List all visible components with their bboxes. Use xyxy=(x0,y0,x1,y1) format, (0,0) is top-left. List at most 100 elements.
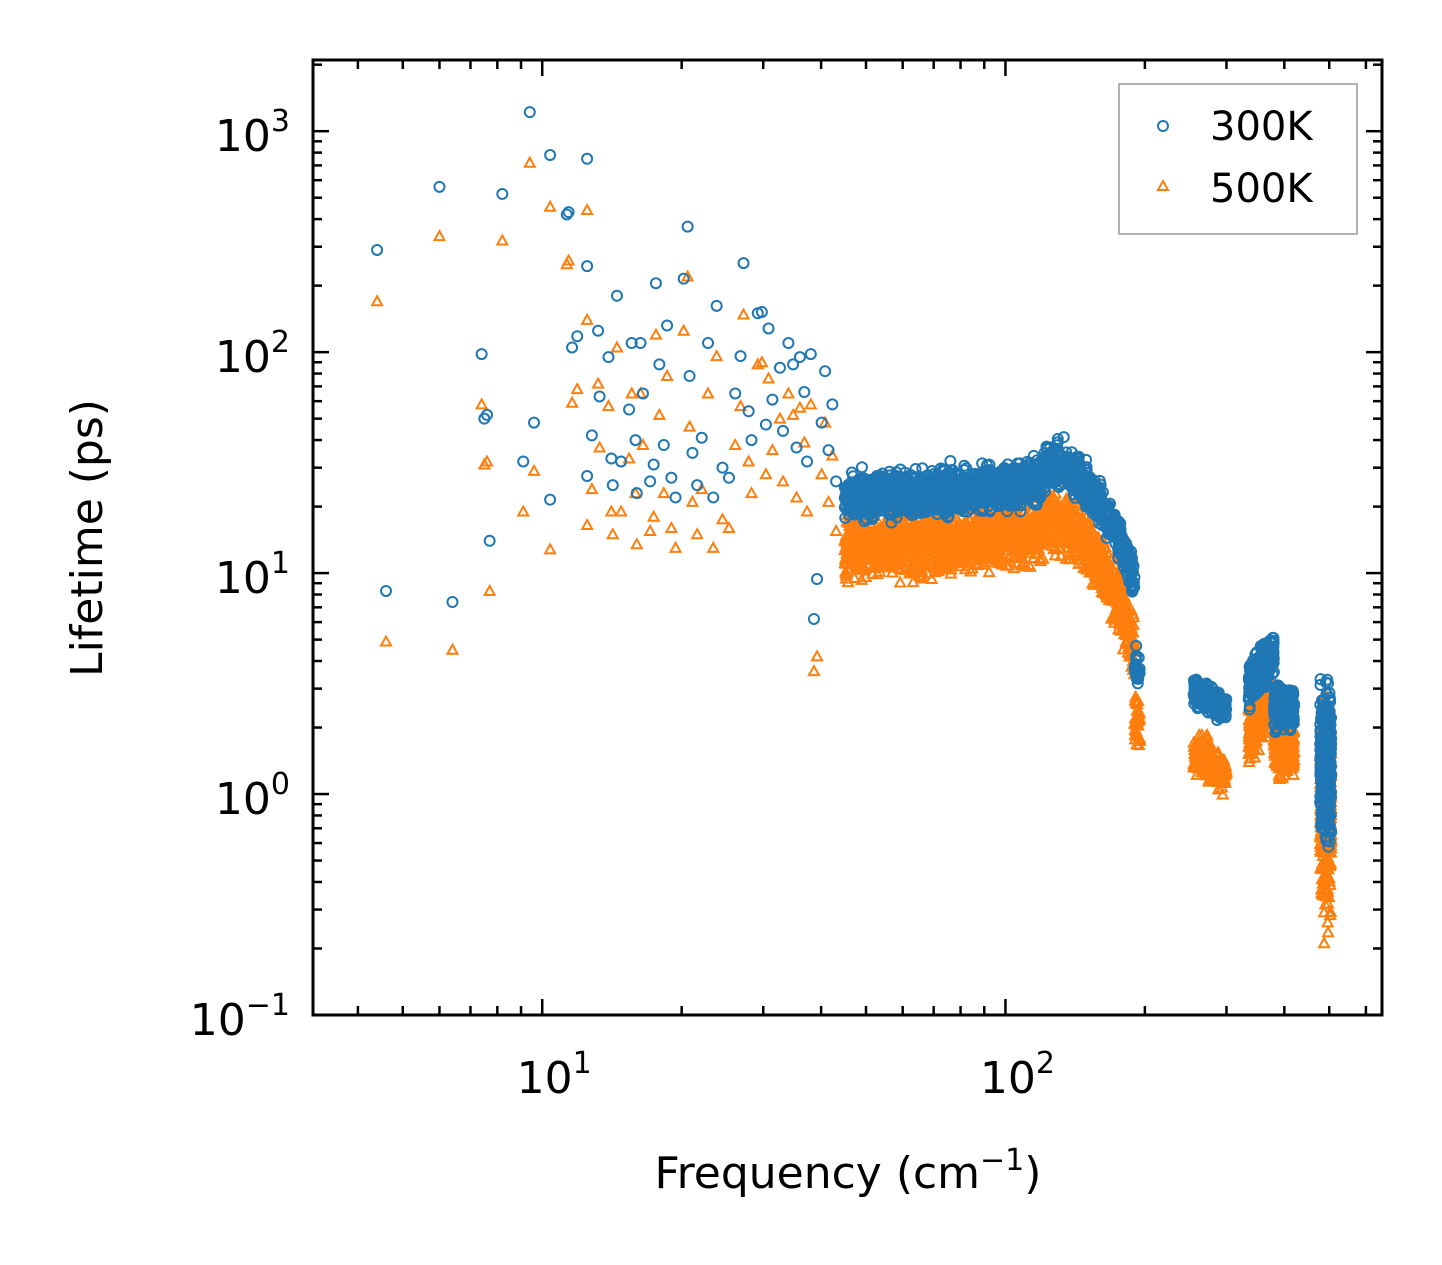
data-point-500k xyxy=(1062,521,1076,534)
data-point-500k xyxy=(995,540,1009,553)
data-point-500k xyxy=(918,544,932,557)
data-point-500k xyxy=(1006,550,1020,563)
data-point-500k xyxy=(971,553,986,566)
data-point-500k xyxy=(842,552,856,565)
data-point-500k xyxy=(992,554,1006,567)
data-point-500k xyxy=(881,548,895,562)
data-point-500k xyxy=(1030,525,1044,538)
data-point-300k xyxy=(1051,432,1064,445)
data-point-500k xyxy=(1095,533,1110,546)
data-point-500k xyxy=(1037,529,1052,542)
data-point-500k xyxy=(1054,519,1069,532)
data-point-500k xyxy=(936,560,951,573)
data-point-500k xyxy=(1007,561,1021,574)
data-point-500k xyxy=(906,524,921,537)
data-point-500k xyxy=(914,517,928,530)
data-point-500k xyxy=(1128,693,1142,706)
data-point-500k xyxy=(1123,623,1137,636)
data-point-500k xyxy=(924,521,938,534)
data-point-500k xyxy=(963,522,977,535)
data-point-500k xyxy=(857,560,871,573)
data-point-500k xyxy=(1118,620,1132,633)
data-point-500k xyxy=(942,532,956,545)
data-point-500k xyxy=(930,547,944,560)
data-point-500k xyxy=(866,524,880,537)
data-point-500k xyxy=(906,575,920,588)
data-point-500k xyxy=(862,549,876,562)
data-point-500k xyxy=(839,568,854,581)
data-point-500k xyxy=(942,544,957,557)
data-point-500k xyxy=(1006,522,1020,535)
data-point-500k xyxy=(849,540,864,553)
data-point-500k xyxy=(952,555,966,568)
data-point-500k xyxy=(1126,633,1141,646)
data-point-500k xyxy=(1083,525,1098,538)
data-point-300k xyxy=(916,462,929,475)
data-point-500k xyxy=(865,538,880,551)
data-point-500k xyxy=(1064,529,1079,542)
data-point-500k xyxy=(956,534,970,547)
data-point-500k xyxy=(958,562,973,575)
data-point-500k xyxy=(944,566,958,579)
data-point-500k xyxy=(1054,541,1068,554)
data-point-500k xyxy=(938,526,952,539)
data-point-500k xyxy=(992,543,1006,556)
data-point-500k xyxy=(1077,560,1091,574)
data-point-500k xyxy=(1064,512,1078,525)
data-point-500k xyxy=(999,558,1014,571)
data-point-500k xyxy=(1128,689,1143,702)
data-point-500k xyxy=(1107,593,1122,606)
data-point-500k xyxy=(953,519,967,532)
data-point-500k xyxy=(841,575,855,588)
data-point-500k xyxy=(982,511,996,524)
data-point-500k xyxy=(923,516,937,529)
data-point-500k xyxy=(1108,558,1122,571)
data-point-500k xyxy=(1093,543,1108,556)
data-point-500k xyxy=(931,527,946,540)
data-point-500k xyxy=(972,521,986,535)
data-point-500k xyxy=(869,560,883,573)
data-point-500k xyxy=(918,513,933,526)
data-point-500k xyxy=(1109,610,1124,623)
data-point-500k xyxy=(1130,714,1145,727)
data-point-500k xyxy=(917,538,932,551)
data-point-500k xyxy=(1059,491,1074,504)
data-point-500k xyxy=(1088,534,1103,547)
data-point-500k xyxy=(1101,572,1115,585)
data-point-500k xyxy=(1080,551,1094,564)
data-point-500k xyxy=(949,525,964,538)
data-point-500k xyxy=(843,539,858,552)
data-point-500k xyxy=(911,544,925,557)
data-point-500k xyxy=(902,541,917,555)
data-point-500k xyxy=(1026,550,1041,564)
data-point-500k xyxy=(1044,497,1059,510)
data-point-500k xyxy=(923,534,937,547)
data-point-500k xyxy=(1086,545,1101,558)
data-point-500k xyxy=(907,551,921,564)
data-point-500k xyxy=(994,515,1008,528)
data-point-500k xyxy=(979,543,993,556)
data-point-500k xyxy=(902,534,916,547)
data-point-500k xyxy=(1126,610,1141,623)
data-point-500k xyxy=(1091,575,1105,589)
data-point-500k xyxy=(850,526,865,539)
data-point-500k xyxy=(937,518,952,532)
data-point-500k xyxy=(905,566,920,579)
data-point-500k xyxy=(982,565,996,578)
data-point-500k xyxy=(874,519,888,532)
data-point-500k xyxy=(996,517,1010,530)
points-layer xyxy=(370,106,1338,949)
data-point-500k xyxy=(893,525,907,538)
data-point-500k xyxy=(893,575,907,588)
data-point-500k xyxy=(1015,533,1029,546)
data-point-500k xyxy=(1110,592,1125,605)
data-point-500k xyxy=(1036,551,1050,564)
data-point-300k xyxy=(958,459,971,472)
data-point-500k xyxy=(1072,527,1086,540)
data-point-500k xyxy=(929,542,944,555)
data-point-500k xyxy=(1101,564,1116,577)
data-point-500k xyxy=(1071,521,1085,534)
data-point-500k xyxy=(1094,564,1109,578)
data-point-500k xyxy=(1098,539,1113,553)
